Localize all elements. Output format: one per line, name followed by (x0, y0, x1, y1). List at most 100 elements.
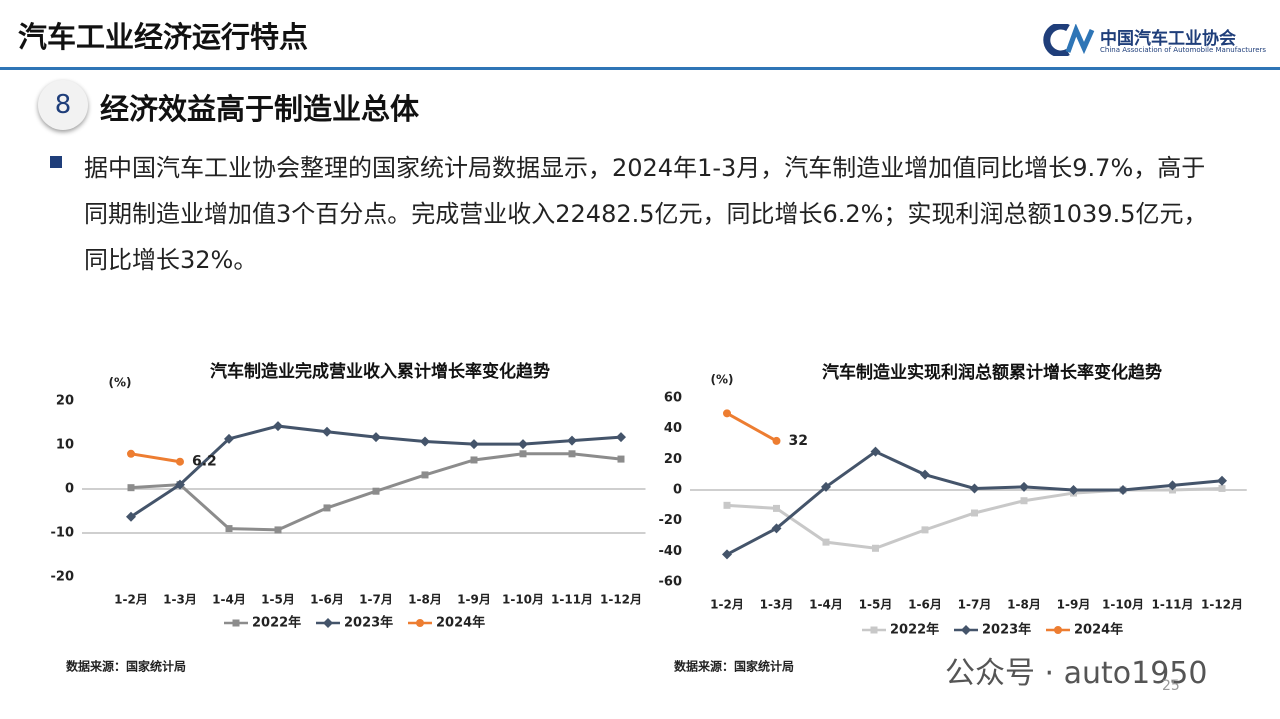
marker (969, 483, 980, 494)
marker (920, 469, 930, 480)
marker (126, 511, 136, 522)
y-axis-label: (%) (711, 373, 734, 387)
x-tick-label: 1-10月 (502, 593, 544, 607)
legend-label: 2022年 (890, 622, 939, 638)
y-tick-label: 20 (664, 452, 682, 467)
legend-marker (870, 626, 878, 634)
marker (372, 487, 380, 495)
marker (518, 439, 528, 450)
marker (723, 501, 731, 509)
logo-english: China Association of Automobile Manufact… (1100, 46, 1267, 54)
legend-marker (232, 619, 240, 627)
marker (322, 426, 332, 437)
y-tick-label: 10 (56, 438, 74, 453)
marker (519, 450, 527, 458)
y-tick-label: -20 (51, 570, 75, 585)
y-tick-label: 60 (664, 391, 682, 406)
marker (127, 484, 135, 492)
marker (1217, 475, 1227, 486)
series-line (726, 449, 1223, 556)
series-line (726, 486, 1223, 550)
x-tick-label: 1-4月 (809, 598, 843, 612)
marker (1068, 485, 1079, 495)
marker (175, 479, 185, 490)
x-tick-label: 1-9月 (1057, 598, 1091, 612)
marker (771, 523, 782, 534)
marker (872, 544, 879, 552)
x-tick-label: 1-8月 (1007, 598, 1041, 612)
marker (772, 436, 781, 445)
marker (469, 439, 479, 450)
legend-label: 2023年 (982, 622, 1031, 638)
legend-label: 2023年 (344, 615, 393, 631)
source-note: 数据来源：国家统计局 (66, 659, 186, 674)
marker (773, 504, 780, 512)
y-tick-label: 20 (56, 394, 74, 409)
legend-marker (323, 618, 333, 628)
watermark: 公众号 · auto1950 (945, 656, 1208, 691)
page-number: 25 (1162, 678, 1180, 694)
series-line (726, 412, 778, 443)
section-number: 8 (38, 80, 88, 130)
marker (1118, 485, 1128, 495)
x-tick-label: 1-12月 (600, 593, 642, 607)
x-tick-label: 1-2月 (710, 598, 744, 612)
legend-label: 2022年 (252, 615, 301, 631)
marker (371, 432, 381, 443)
paragraph: 据中国汽车工业协会整理的国家统计局数据显示，2024年1-3月，汽车制造业增加值… (84, 154, 1208, 274)
data-label: 6.2 (192, 454, 217, 470)
x-tick-label: 1-5月 (859, 598, 893, 612)
y-tick-label: -40 (659, 544, 683, 559)
marker (420, 436, 430, 447)
marker (323, 504, 331, 512)
slide-title: 汽车工业经济运行特点 (18, 20, 309, 54)
y-axis-label: (%) (109, 376, 132, 390)
marker (921, 526, 929, 534)
chart-title: 汽车制造业完成营业收入累计增长率变化趋势 (210, 361, 550, 382)
marker (224, 433, 234, 444)
marker (821, 481, 831, 492)
chart-title: 汽车制造业实现利润总额累计增长率变化趋势 (822, 362, 1162, 383)
marker (1218, 484, 1226, 492)
marker (225, 525, 233, 533)
series-line (130, 452, 181, 464)
marker (822, 538, 830, 546)
x-tick-label: 1-4月 (212, 593, 246, 607)
y-tick-label: 40 (664, 421, 682, 436)
x-tick-label: 1-2月 (114, 593, 148, 607)
x-tick-label: 1-3月 (760, 598, 794, 612)
x-tick-label: 1-6月 (908, 598, 942, 612)
logo-name: 中国汽车工业协会 (1100, 29, 1236, 49)
marker (722, 549, 732, 560)
marker (127, 449, 135, 458)
x-tick-label: 1-5月 (261, 593, 295, 607)
marker (470, 456, 478, 464)
data-label: 32 (789, 433, 808, 449)
logo-icon (1043, 24, 1095, 56)
x-tick-label: 1-8月 (408, 593, 442, 607)
source-note: 数据来源：国家统计局 (674, 659, 794, 674)
marker (421, 471, 429, 479)
marker (617, 455, 625, 463)
x-tick-label: 1-9月 (457, 593, 491, 607)
legend-label: 2024年 (436, 615, 485, 631)
marker (723, 409, 731, 418)
marker (1020, 497, 1028, 505)
marker (971, 509, 978, 517)
legend-marker (1054, 626, 1062, 634)
x-tick-label: 1-10月 (1102, 598, 1144, 612)
x-tick-label: 1-11月 (1151, 598, 1193, 612)
x-tick-label: 1-12月 (1201, 598, 1243, 612)
marker (567, 435, 577, 446)
y-tick-label: 0 (65, 482, 74, 497)
marker (273, 421, 283, 432)
legend-marker (961, 625, 971, 635)
marker (870, 446, 881, 457)
marker (274, 526, 282, 534)
x-tick-label: 1-11月 (551, 593, 593, 607)
y-tick-label: -10 (51, 526, 75, 541)
y-tick-label: 0 (673, 483, 682, 498)
x-tick-label: 1-7月 (359, 593, 393, 607)
